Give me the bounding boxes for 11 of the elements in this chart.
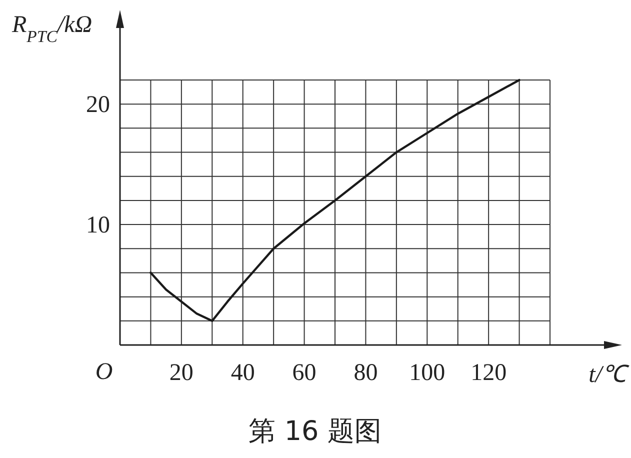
x-tick-label: 20 [169, 360, 194, 386]
text: 第 16 题图 [248, 416, 382, 447]
x-tick-label: 80 [354, 360, 378, 386]
x-tick-label: 100 [409, 360, 446, 386]
x-tick-label: 120 [470, 360, 507, 386]
x-tick-label: 40 [230, 360, 255, 386]
text: O [95, 359, 113, 385]
x-tick-label: 60 [292, 360, 316, 386]
y-axis-title: R$_{PTC}$/kΩ [11, 12, 92, 46]
y-tick-label: 10 [86, 212, 110, 239]
x-axis-title: t/℃ [588, 362, 630, 388]
